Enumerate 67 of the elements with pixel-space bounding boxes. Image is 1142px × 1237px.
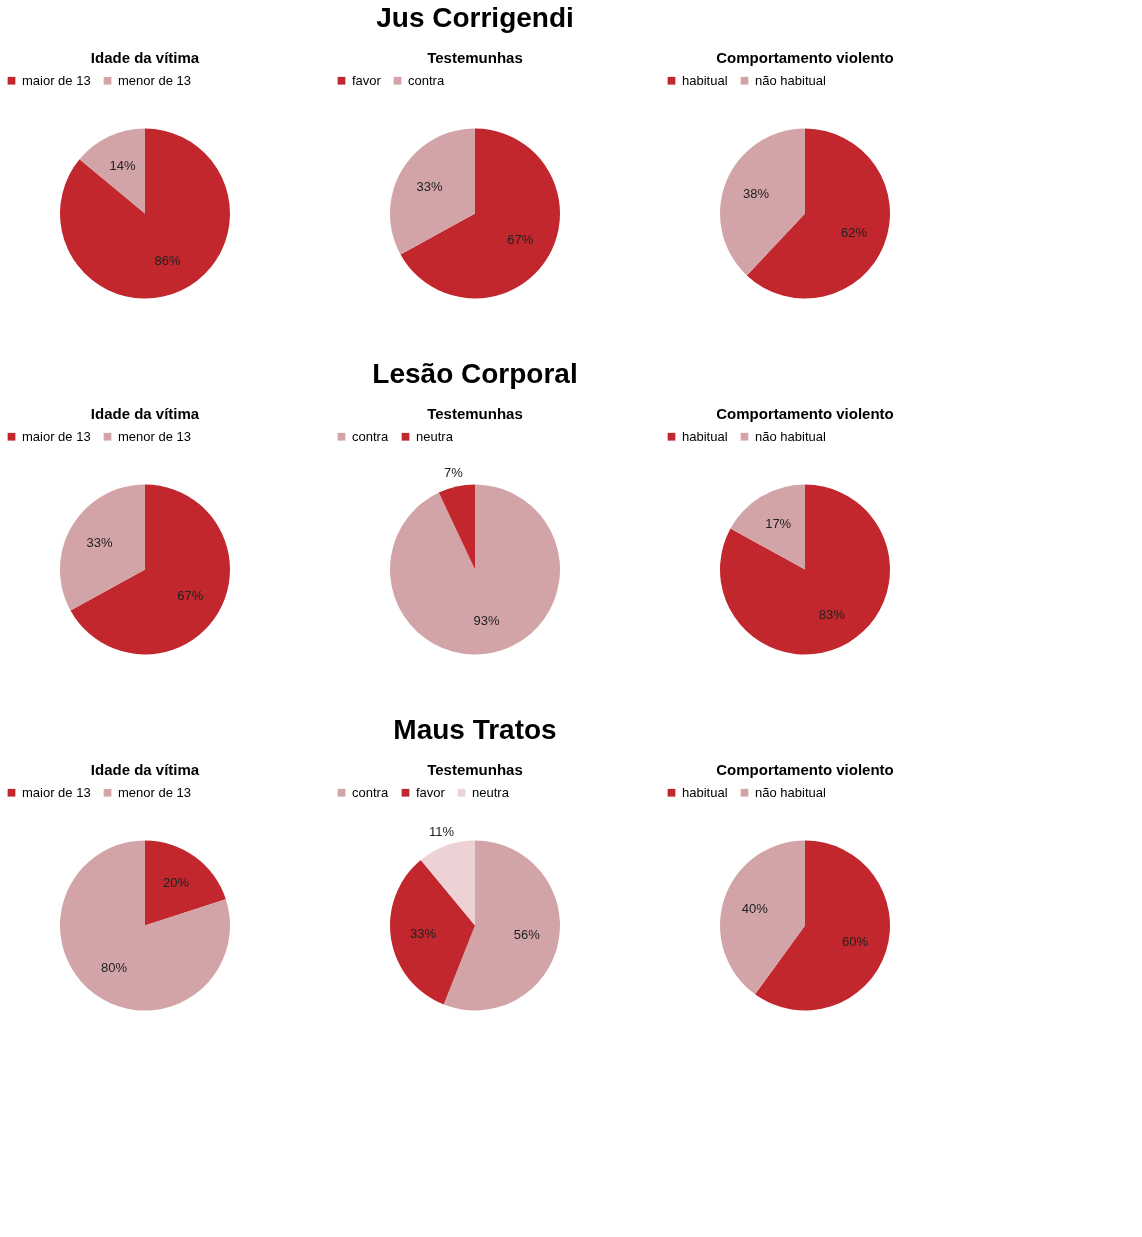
- data-label: 93%: [473, 612, 500, 628]
- chart-title: Comportamento violento: [716, 405, 894, 422]
- data-label: 86%: [154, 253, 181, 269]
- pie-slice: [720, 128, 805, 276]
- legend-label: não habitual: [755, 428, 826, 444]
- legend-label: menor de 13: [118, 784, 191, 800]
- legend-label: maior de 13: [22, 72, 91, 88]
- chart-title: Idade da vítima: [90, 761, 200, 778]
- pie-slice: [420, 840, 475, 926]
- data-label: 17%: [765, 516, 792, 532]
- legend-label: favor: [416, 784, 446, 800]
- data-label: 67%: [177, 588, 204, 604]
- legend-label: habitual: [682, 72, 728, 88]
- legend-label: neutra: [416, 428, 454, 444]
- data-label: 7%: [444, 464, 464, 480]
- data-label: 60%: [842, 933, 869, 949]
- data-label: 38%: [742, 186, 770, 202]
- legend-label: habitual: [682, 428, 728, 444]
- data-label: 62%: [840, 224, 868, 240]
- legend-label: não habitual: [755, 784, 826, 800]
- chart-title: Idade da vítima: [90, 49, 200, 66]
- pie-slice: [730, 484, 805, 570]
- pie-slice: [60, 484, 145, 611]
- legend-label: neutra: [472, 784, 510, 800]
- legend-label: menor de 13: [118, 72, 191, 88]
- pie-slice: [720, 840, 805, 995]
- data-label: 40%: [741, 901, 769, 917]
- pie-slice: [443, 840, 560, 1011]
- data-label: 67%: [507, 232, 534, 248]
- text: Maus Tratos: [393, 714, 557, 745]
- legend-label: contra: [408, 72, 445, 88]
- pie-slice: [438, 484, 475, 570]
- legend-label: contra: [352, 428, 389, 444]
- data-label: 33%: [409, 925, 437, 941]
- legend-label: favor: [352, 72, 382, 88]
- data-label: 20%: [162, 874, 190, 890]
- pie-slice: [145, 840, 226, 926]
- pie-slice: [79, 128, 145, 214]
- legend-label: maior de 13: [22, 428, 91, 444]
- pie-slice: [390, 860, 475, 1005]
- pie-slice: [720, 484, 890, 655]
- text: Lesão Corporal: [372, 358, 578, 389]
- legend-label: contra: [352, 784, 389, 800]
- chart-title: Testemunhas: [427, 761, 523, 778]
- legend-label: habitual: [682, 784, 728, 800]
- data-label: 56%: [513, 927, 541, 943]
- data-label: 83%: [818, 606, 846, 622]
- legend-label: maior de 13: [22, 784, 91, 800]
- legend-label: menor de 13: [118, 428, 191, 444]
- text: Jus Corrigendi: [376, 2, 574, 33]
- pie-slice: [60, 128, 230, 299]
- pie-slice: [400, 128, 560, 299]
- chart-title: Comportamento violento: [716, 49, 894, 66]
- chart-title: Testemunhas: [427, 49, 523, 66]
- legend-label: não habitual: [755, 72, 826, 88]
- data-label: 33%: [416, 178, 444, 194]
- data-label: 14%: [109, 157, 137, 173]
- pie-slice: [390, 484, 560, 655]
- chart-title: Idade da vítima: [90, 405, 200, 422]
- chart-title: Testemunhas: [427, 405, 523, 422]
- data-label: 80%: [101, 960, 128, 976]
- pie-slice: [60, 840, 230, 1011]
- data-label: 11%: [428, 824, 455, 840]
- pie-slice: [390, 128, 475, 255]
- data-label: 33%: [86, 534, 114, 550]
- pie-slice: [70, 484, 230, 655]
- chart-title: Comportamento violento: [716, 761, 894, 778]
